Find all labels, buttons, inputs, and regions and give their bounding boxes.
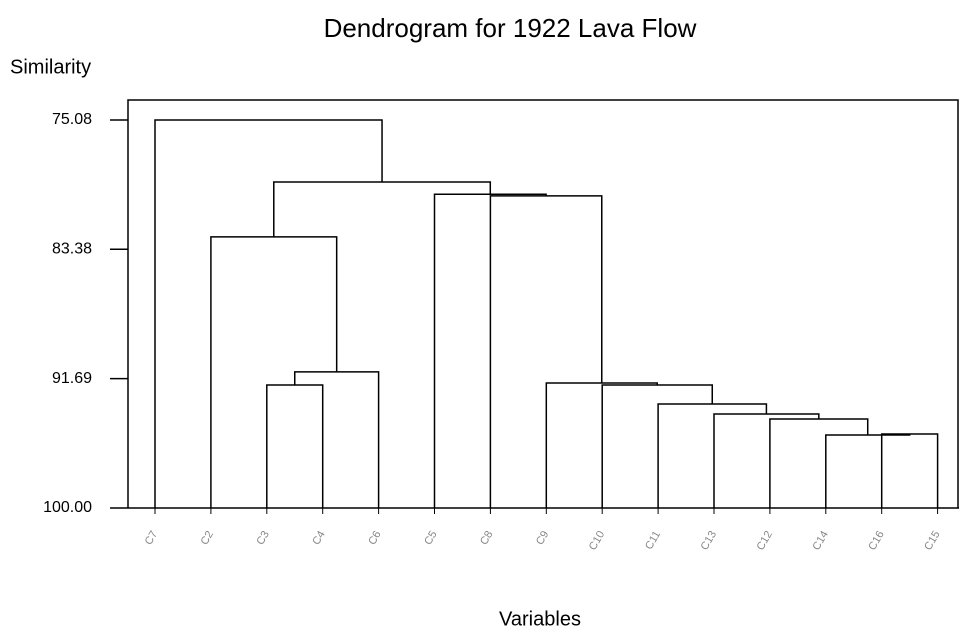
leaf-label: C2 [199,529,216,547]
leaf-label: C8 [478,529,495,547]
leaf-label: C14 [810,529,830,552]
leaf-label: C5 [422,529,439,547]
merge-link [880,433,939,508]
leaf-label: C4 [310,529,327,547]
y-tick-label: 91.69 [52,370,92,387]
merge-link [273,181,492,237]
y-tick-label: 83.38 [52,240,92,257]
plot-frame [127,99,959,508]
merge-link [154,119,383,508]
y-tick-label: 100.00 [43,499,92,516]
chart-title: Dendrogram for 1922 Lava Flow [324,13,697,43]
leaf-label: C11 [643,529,663,552]
merge-link [294,371,380,508]
leaf-label: C16 [866,529,886,552]
x-axis-label: Variables [499,608,581,630]
y-axis-label: Similarity [10,56,91,78]
leaf-label: C12 [755,529,775,552]
leaf-label: C15 [922,529,942,552]
leaf-label: C13 [699,529,719,552]
y-tick-label: 75.08 [52,111,92,128]
leaf-label: C10 [587,529,607,552]
leaf-label: C3 [254,529,271,547]
merge-link [266,384,324,508]
merge-link [713,413,820,508]
merge-link [825,434,911,508]
merge-link [769,418,869,508]
leaf-label: C7 [143,529,160,547]
leaf-label: C9 [534,529,551,547]
leaf-label: C6 [366,529,383,547]
merge-link [657,403,768,508]
